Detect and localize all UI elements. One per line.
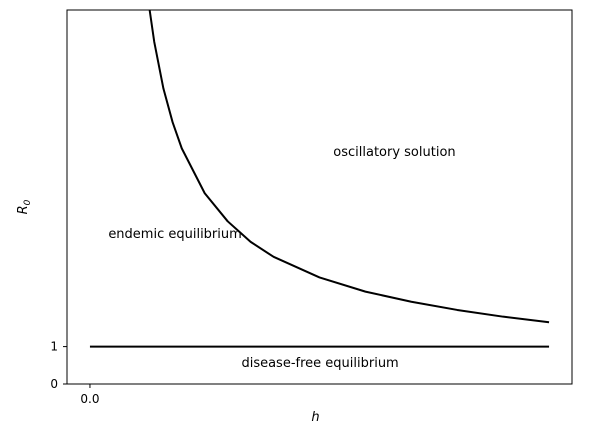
annotation-3: disease-free equilibrium — [241, 356, 398, 371]
y-tick-label-1: 1 — [50, 340, 58, 354]
annotation-2: endemic equilibrium — [108, 227, 241, 242]
annotation-1: oscillatory solution — [333, 145, 455, 160]
x-tick-label-0: 0.0 — [80, 392, 99, 406]
x-axis-label: h — [311, 410, 319, 425]
y-tick-label-0: 0 — [50, 377, 58, 391]
y-axis-label-subscript: 0 — [23, 199, 33, 205]
series-line-1 — [148, 9, 550, 324]
y-axis-label: R0 — [16, 199, 33, 214]
plot-area-frame — [66, 9, 573, 385]
y-axis-label-main: R — [16, 205, 31, 214]
